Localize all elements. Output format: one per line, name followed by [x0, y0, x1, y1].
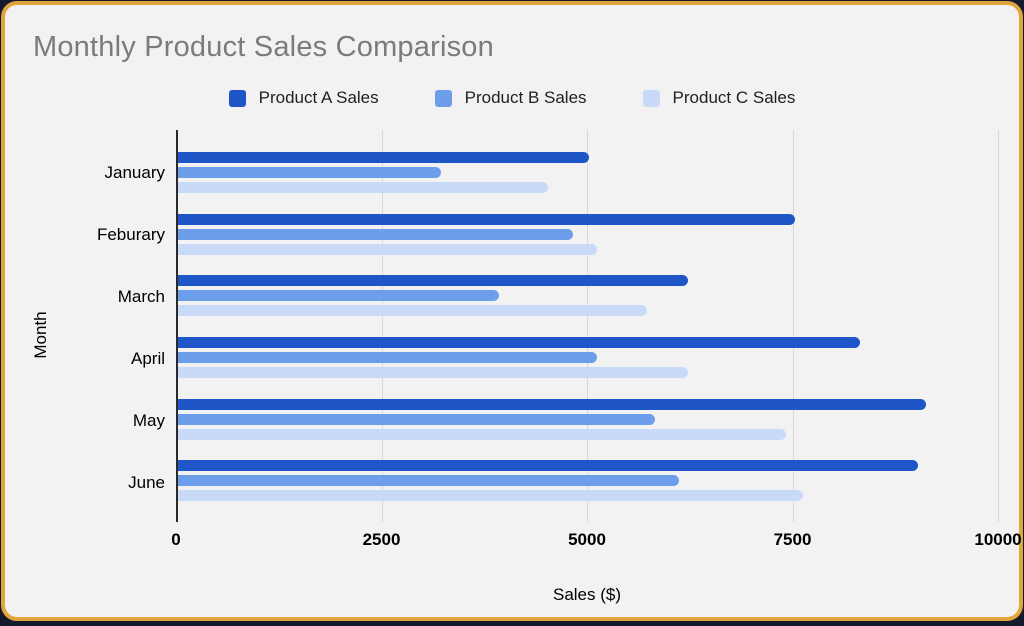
- gridline-2500: [381, 130, 383, 522]
- legend-item-product-a-sales: Product A Sales: [228, 88, 379, 108]
- bar-group-march: [178, 275, 998, 337]
- gridline-5000: [587, 130, 588, 522]
- chart-content: Monthly Product Sales Comparison Product…: [5, 5, 1022, 617]
- bar-product-b-sales-june: [178, 475, 680, 487]
- bar-product-c-sales-march: [178, 305, 647, 317]
- bar-product-c-sales-april: [178, 367, 688, 379]
- x-axis-tick-labels: 0 2500 5000 7500 10000: [171, 530, 1021, 552]
- category-label-january: January: [104, 162, 165, 182]
- x-tick-label-7500: 7500: [773, 530, 812, 549]
- bar-product-c-sales-january: [178, 182, 548, 193]
- bar-group-feburary: [178, 213, 998, 276]
- bar-product-b-sales-march: [178, 290, 499, 302]
- category-label-june: June: [128, 472, 165, 492]
- bar-product-a-sales-june: [178, 460, 918, 472]
- bar-product-b-sales-feburary: [178, 228, 573, 240]
- legend-swatch-icon: [642, 89, 660, 107]
- gridline-7500: [792, 130, 794, 522]
- bar-product-c-sales-june: [178, 490, 803, 502]
- category-label-april: April: [130, 348, 165, 368]
- bar-product-c-sales-feburary: [178, 243, 598, 255]
- chart-title: Monthly Product Sales Comparison: [33, 31, 494, 63]
- bar-product-a-sales-april: [178, 337, 861, 349]
- y-axis-title: Month: [31, 311, 50, 359]
- bar-group-january: [178, 152, 998, 214]
- bar-group-june: [178, 460, 998, 522]
- bar-product-b-sales-april: [178, 352, 598, 364]
- category-label-may: May: [132, 410, 165, 430]
- category-label-march: March: [117, 286, 165, 306]
- x-tick-label-10000: 10000: [974, 530, 1022, 549]
- chart-legend: Product A Sales Product B Sales Product C …: [5, 88, 1019, 108]
- legend-item-product-c-sales: Product C Sales: [642, 88, 796, 108]
- y-axis-line: [176, 130, 178, 522]
- bar-product-b-sales-may: [178, 413, 655, 425]
- legend-label: Product C Sales: [672, 88, 796, 107]
- bar-product-a-sales-feburary: [178, 213, 795, 225]
- legend-swatch-icon: [434, 89, 452, 107]
- x-axis-title: Sales ($): [552, 585, 622, 604]
- y-axis-category-labels: January Feburary March April May June: [5, 130, 165, 522]
- bar-product-a-sales-march: [178, 275, 688, 287]
- bar-groups: [176, 130, 998, 522]
- legend-item-product-b-sales: Product B Sales: [434, 88, 587, 108]
- bar-product-c-sales-may: [178, 428, 787, 440]
- bar-product-a-sales-may: [178, 398, 927, 410]
- bar-group-april: [178, 337, 998, 399]
- plot-area: [176, 130, 999, 522]
- legend-swatch-icon: [228, 89, 246, 107]
- legend-label: Product B Sales: [464, 88, 587, 107]
- x-tick-label-5000: 5000: [568, 530, 606, 549]
- x-tick-label-0: 0: [171, 530, 181, 549]
- legend-label: Product A Sales: [258, 88, 379, 107]
- bar-product-a-sales-january: [178, 152, 589, 163]
- bar-group-may: [178, 398, 998, 461]
- category-label-feburary: Feburary: [96, 224, 165, 244]
- x-tick-label-2500: 2500: [362, 530, 401, 549]
- gridline-10000: [998, 130, 999, 522]
- bar-product-b-sales-january: [178, 167, 442, 178]
